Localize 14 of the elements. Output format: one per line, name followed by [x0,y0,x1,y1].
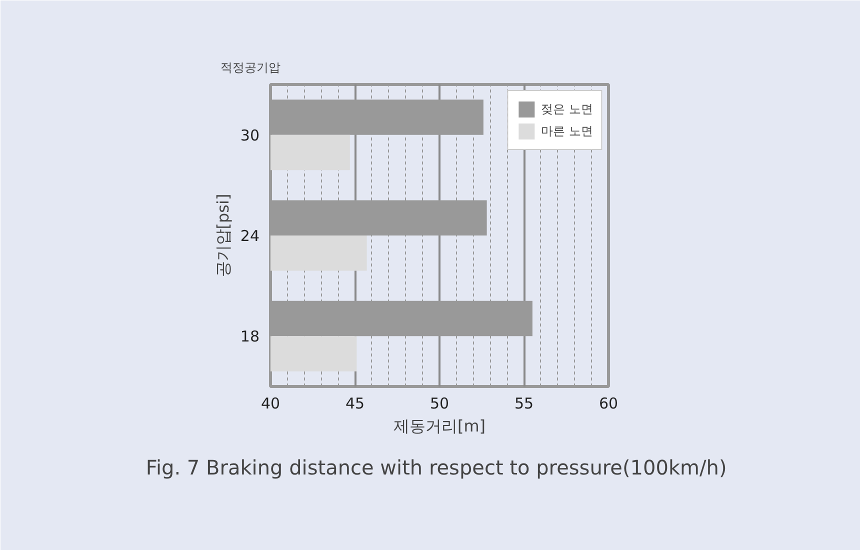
x-tick-label: 55 [514,394,534,412]
y-tick-label: 18 [240,328,260,346]
x-axis-title: 제동거리[m] [393,416,486,436]
caption: Fig. 7 Braking distance with respect to pressure(100km/h) [146,456,727,480]
x-tick-label: 45 [345,394,365,412]
legend-label: 마른 노면 [541,122,593,140]
y-tick-label: 30 [240,126,260,144]
x-tick-label: 50 [430,394,450,412]
x-tick-label: 40 [260,394,280,412]
text: 적정공기압 [220,60,280,74]
x-tick-label: 60 [598,394,618,412]
legend-label: 젖은 노면 [541,100,593,118]
y-axis-title: 공기압[psi] [213,194,232,278]
y-tick-label: 24 [240,227,260,245]
